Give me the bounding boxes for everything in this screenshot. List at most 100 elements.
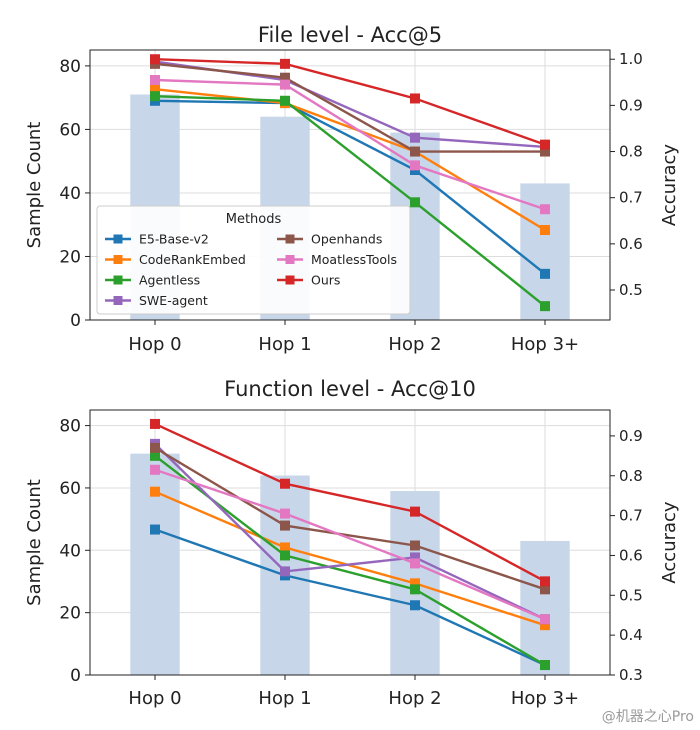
legend-swatch-marker	[113, 275, 123, 285]
right-axis-tick-label: 0.6	[619, 546, 643, 564]
right-axis-tick-label: 0.7	[619, 507, 643, 525]
right-axis-tick-label: 0.8	[619, 143, 643, 161]
series-line-swe-agent	[154, 443, 546, 621]
series-marker-agentless	[150, 91, 160, 102]
series-marker-openhands	[280, 72, 290, 83]
series-marker-e5-base-v2	[410, 600, 420, 611]
right-axis-tick-label: 0.8	[619, 467, 643, 485]
series-marker-coderankembed	[150, 84, 160, 95]
series-marker-ours	[540, 576, 550, 587]
series-marker-ours	[150, 418, 160, 429]
right-axis-tick-label: 0.3	[619, 666, 643, 684]
x-axis-tick-label: Hop 1	[258, 334, 311, 355]
legend-entry-label: Ours	[311, 273, 340, 288]
right-axis-tick-label: 0.9	[619, 96, 643, 114]
series-marker-agentless	[280, 550, 290, 561]
series-line-ours	[154, 422, 546, 583]
x-axis-tick-label: Hop 0	[128, 688, 181, 709]
series-marker-openhands	[540, 584, 550, 595]
series-marker-agentless	[410, 584, 420, 595]
legend-swatch-marker	[285, 255, 295, 264]
legend-entry-label: Openhands	[311, 232, 382, 247]
legend: Methods E5-Base-v2 CodeRankEmbed Agentless S…	[96, 205, 411, 315]
chart-panel-2: 0 20 40 60 80 0.3 0.4 0.5 0.6 0.7 0.8 0.9 Hop 0 Hop 1…	[24, 377, 680, 709]
series-marker-openhands	[280, 520, 290, 531]
legend-entry-label: Agentless	[139, 273, 200, 288]
series-line-moatlesstools	[154, 468, 546, 621]
series-line-openhands	[154, 62, 545, 153]
series-marker-coderankembed	[280, 542, 290, 553]
right-axis-tick-label: 0.5	[619, 281, 643, 299]
series-marker-agentless	[540, 301, 550, 312]
series-line-agentless	[154, 94, 546, 308]
left-axis-tick-label: 40	[59, 541, 81, 561]
legend-swatch-marker	[113, 234, 123, 244]
legend-entry-label: CodeRankEmbed	[139, 252, 246, 267]
series-marker-moatlesstools	[540, 614, 550, 625]
series-marker-e5-base-v2	[540, 268, 550, 279]
series-line-moatlesstools	[154, 78, 546, 211]
x-axis-tick-label: Hop 3+	[511, 688, 579, 709]
series-marker-ours	[150, 54, 160, 65]
left-axis-tick-label: 20	[59, 247, 81, 267]
left-axis-tick-label: 80	[59, 57, 81, 77]
series-marker-agentless	[410, 197, 420, 208]
series-marker-ours	[280, 58, 290, 69]
series-marker-moatlesstools	[410, 558, 420, 569]
series-marker-agentless	[150, 450, 160, 461]
legend-entry-label: MoatlessTools	[311, 252, 397, 267]
series-line-e5-base-v2	[154, 99, 546, 275]
right-axis-tick-label: 1.0	[619, 50, 643, 68]
right-axis-label: Accuracy	[659, 144, 680, 227]
x-axis-tick-label: Hop 1	[258, 688, 311, 709]
legend-swatch-marker	[285, 275, 295, 285]
series-line-e5-base-v2	[154, 528, 546, 667]
left-axis-tick-label: 20	[59, 604, 81, 624]
x-axis-tick-label: Hop 2	[388, 334, 441, 355]
series-marker-moatlesstools	[410, 160, 420, 171]
right-axis-tick-label: 0.9	[619, 427, 643, 445]
right-axis-tick-label: 0.6	[619, 235, 643, 253]
series-marker-openhands	[410, 540, 420, 551]
legend-box	[96, 205, 411, 315]
series-marker-openhands	[410, 146, 420, 157]
left-axis-label: Sample Count	[24, 122, 45, 249]
x-axis-tick-label: Hop 2	[388, 688, 441, 709]
series-marker-e5-base-v2	[150, 524, 160, 535]
series-line-agentless	[154, 454, 546, 667]
series-marker-agentless	[540, 660, 550, 671]
series-marker-openhands	[150, 442, 160, 453]
series-marker-moatlesstools	[150, 464, 160, 475]
chart-title: Function level - Acc@10	[224, 377, 476, 401]
series-marker-agentless	[280, 95, 290, 106]
legend-entry-label: SWE-agent	[139, 293, 208, 308]
axes-frame	[89, 409, 611, 676]
left-axis-tick-label: 40	[59, 184, 81, 204]
series-line-openhands	[154, 446, 546, 591]
series-marker-coderankembed	[540, 620, 550, 631]
series-marker-ours	[280, 478, 290, 489]
x-axis-tick-label: Hop 0	[128, 334, 181, 355]
series-marker-moatlesstools	[280, 508, 290, 519]
series-marker-moatlesstools	[540, 204, 550, 215]
series-marker-ours	[410, 506, 420, 517]
series-marker-swe-agent	[410, 132, 420, 143]
watermark: @机器之心Pro	[601, 709, 694, 725]
right-axis-tick-label: 0.7	[619, 189, 643, 207]
series-marker-coderankembed	[410, 578, 420, 589]
series-line-coderankembed	[154, 88, 546, 232]
series-marker-swe-agent	[410, 552, 420, 563]
series-marker-coderankembed	[540, 225, 550, 235]
left-axis-tick-label: 80	[59, 417, 81, 437]
legend-swatch-marker	[285, 234, 295, 244]
series-marker-moatlesstools	[150, 75, 160, 85]
series-marker-swe-agent	[280, 566, 290, 577]
left-axis-tick-label: 60	[59, 120, 81, 140]
right-axis-tick-label: 0.4	[619, 626, 643, 644]
left-axis-tick-label: 0	[70, 311, 81, 331]
series-marker-openhands	[540, 146, 550, 157]
legend-entry-label: E5-Base-v2	[139, 232, 209, 247]
right-axis-label: Accuracy	[659, 501, 680, 584]
chart-title: File level - Acc@5	[258, 23, 442, 47]
